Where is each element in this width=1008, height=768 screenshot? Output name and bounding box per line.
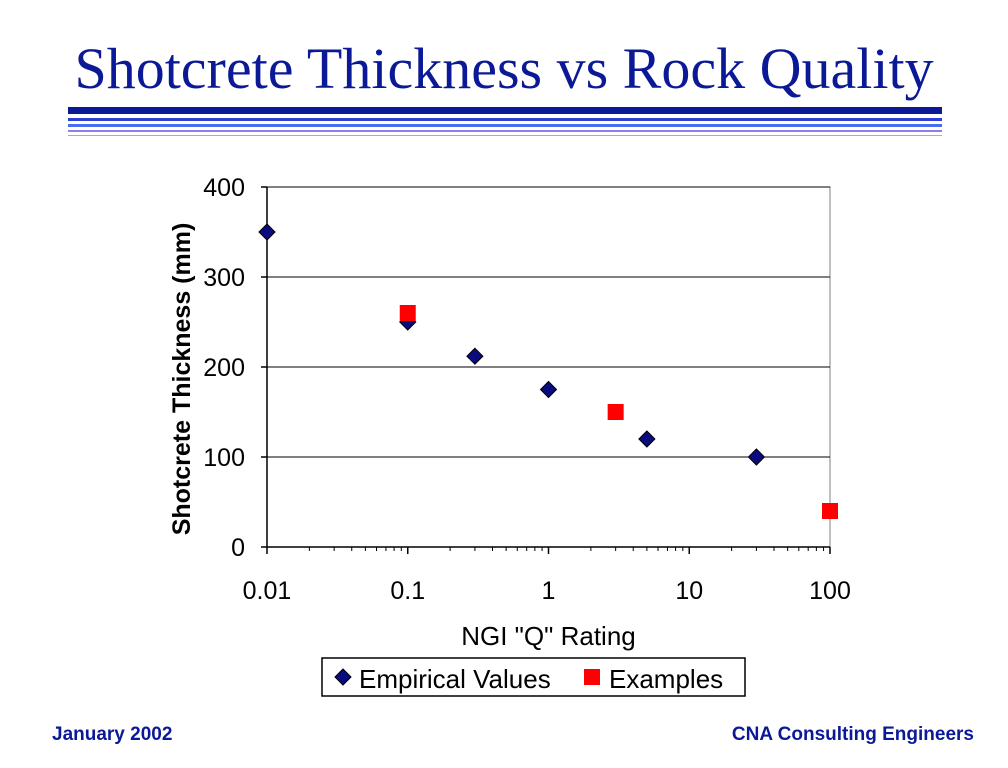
footer-company: CNA Consulting Engineers [731,724,974,745]
title-rule-4 [68,135,942,136]
data-point-example [822,503,838,519]
footer-date: January 2002 [52,724,173,745]
title-rule-1 [68,118,942,121]
x-tick-label: 100 [809,577,851,605]
data-point-empirical [258,223,276,241]
data-point-example [399,305,416,321]
y-tick-label: 400 [203,174,245,202]
data-point-empirical [638,430,656,448]
x-tick-label: 0.1 [390,577,425,605]
legend-marker-empirical [334,668,352,686]
x-tick-label: 10 [675,577,703,605]
x-tick-label: 1 [542,577,556,605]
data-point-example [607,404,624,420]
legend-label-empirical: Empirical Values [359,664,551,694]
y-tick-label: 0 [231,534,245,562]
legend-marker-examples [584,669,600,685]
data-point-empirical [466,347,484,365]
data-point-empirical [539,380,558,399]
title-rule-3 [68,130,942,132]
data-point-empirical [747,448,766,466]
y-tick-label: 300 [203,264,245,292]
slide-title: Shotcrete Thickness vs Rock Quality [74,36,934,101]
x-tick-label: 0.01 [243,577,292,605]
y-tick-label: 200 [203,354,245,382]
y-axis-title: Shotcrete Thickness (mm) [168,223,196,536]
title-rule-2 [68,124,942,127]
legend-box [321,657,746,697]
legend-label-examples: Examples [609,664,723,694]
x-axis-title: NGI "Q" Rating [461,621,636,651]
y-tick-label: 100 [203,444,245,472]
title-rule-thick [68,107,942,114]
